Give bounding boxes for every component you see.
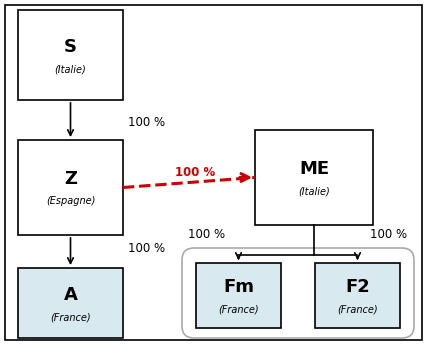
- FancyBboxPatch shape: [314, 263, 399, 328]
- Text: Fm: Fm: [222, 278, 253, 296]
- FancyBboxPatch shape: [254, 130, 372, 225]
- Text: 100 %: 100 %: [128, 116, 165, 128]
- Text: (France): (France): [218, 305, 258, 315]
- Text: S: S: [64, 38, 77, 56]
- FancyBboxPatch shape: [5, 5, 421, 340]
- FancyBboxPatch shape: [18, 268, 123, 338]
- Text: (Espagne): (Espagne): [46, 197, 95, 207]
- Text: (Italie): (Italie): [55, 64, 86, 74]
- Text: 100 %: 100 %: [175, 166, 215, 178]
- Text: 100 %: 100 %: [128, 241, 165, 255]
- Text: 100 %: 100 %: [187, 228, 225, 242]
- Text: Z: Z: [64, 170, 77, 188]
- Text: 100 %: 100 %: [369, 228, 406, 242]
- Text: A: A: [63, 286, 77, 304]
- FancyBboxPatch shape: [196, 263, 280, 328]
- Text: ME: ME: [298, 160, 328, 178]
- Text: (France): (France): [337, 305, 377, 315]
- FancyBboxPatch shape: [18, 140, 123, 235]
- Text: (France): (France): [50, 312, 91, 322]
- Text: F2: F2: [344, 278, 369, 296]
- Text: (Italie): (Italie): [297, 187, 329, 197]
- FancyBboxPatch shape: [18, 10, 123, 100]
